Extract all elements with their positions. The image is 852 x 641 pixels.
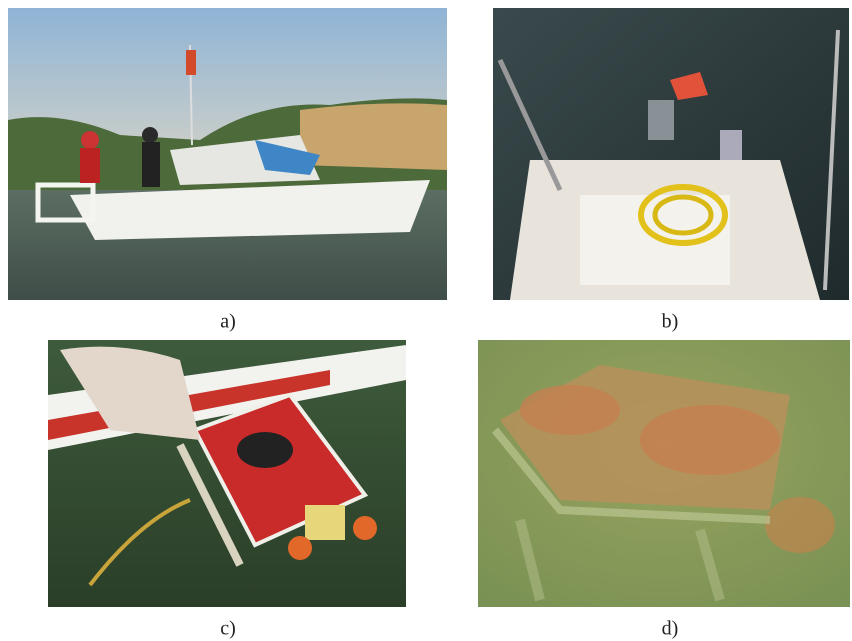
photo-a: [8, 8, 447, 300]
panel-label: c): [220, 618, 236, 640]
photo-b: [493, 8, 849, 300]
panel-label: b): [662, 311, 679, 333]
panel-label: d): [662, 618, 679, 640]
photo-d: [478, 340, 850, 607]
panel-label: a): [220, 311, 236, 333]
photo-c: [48, 340, 406, 607]
